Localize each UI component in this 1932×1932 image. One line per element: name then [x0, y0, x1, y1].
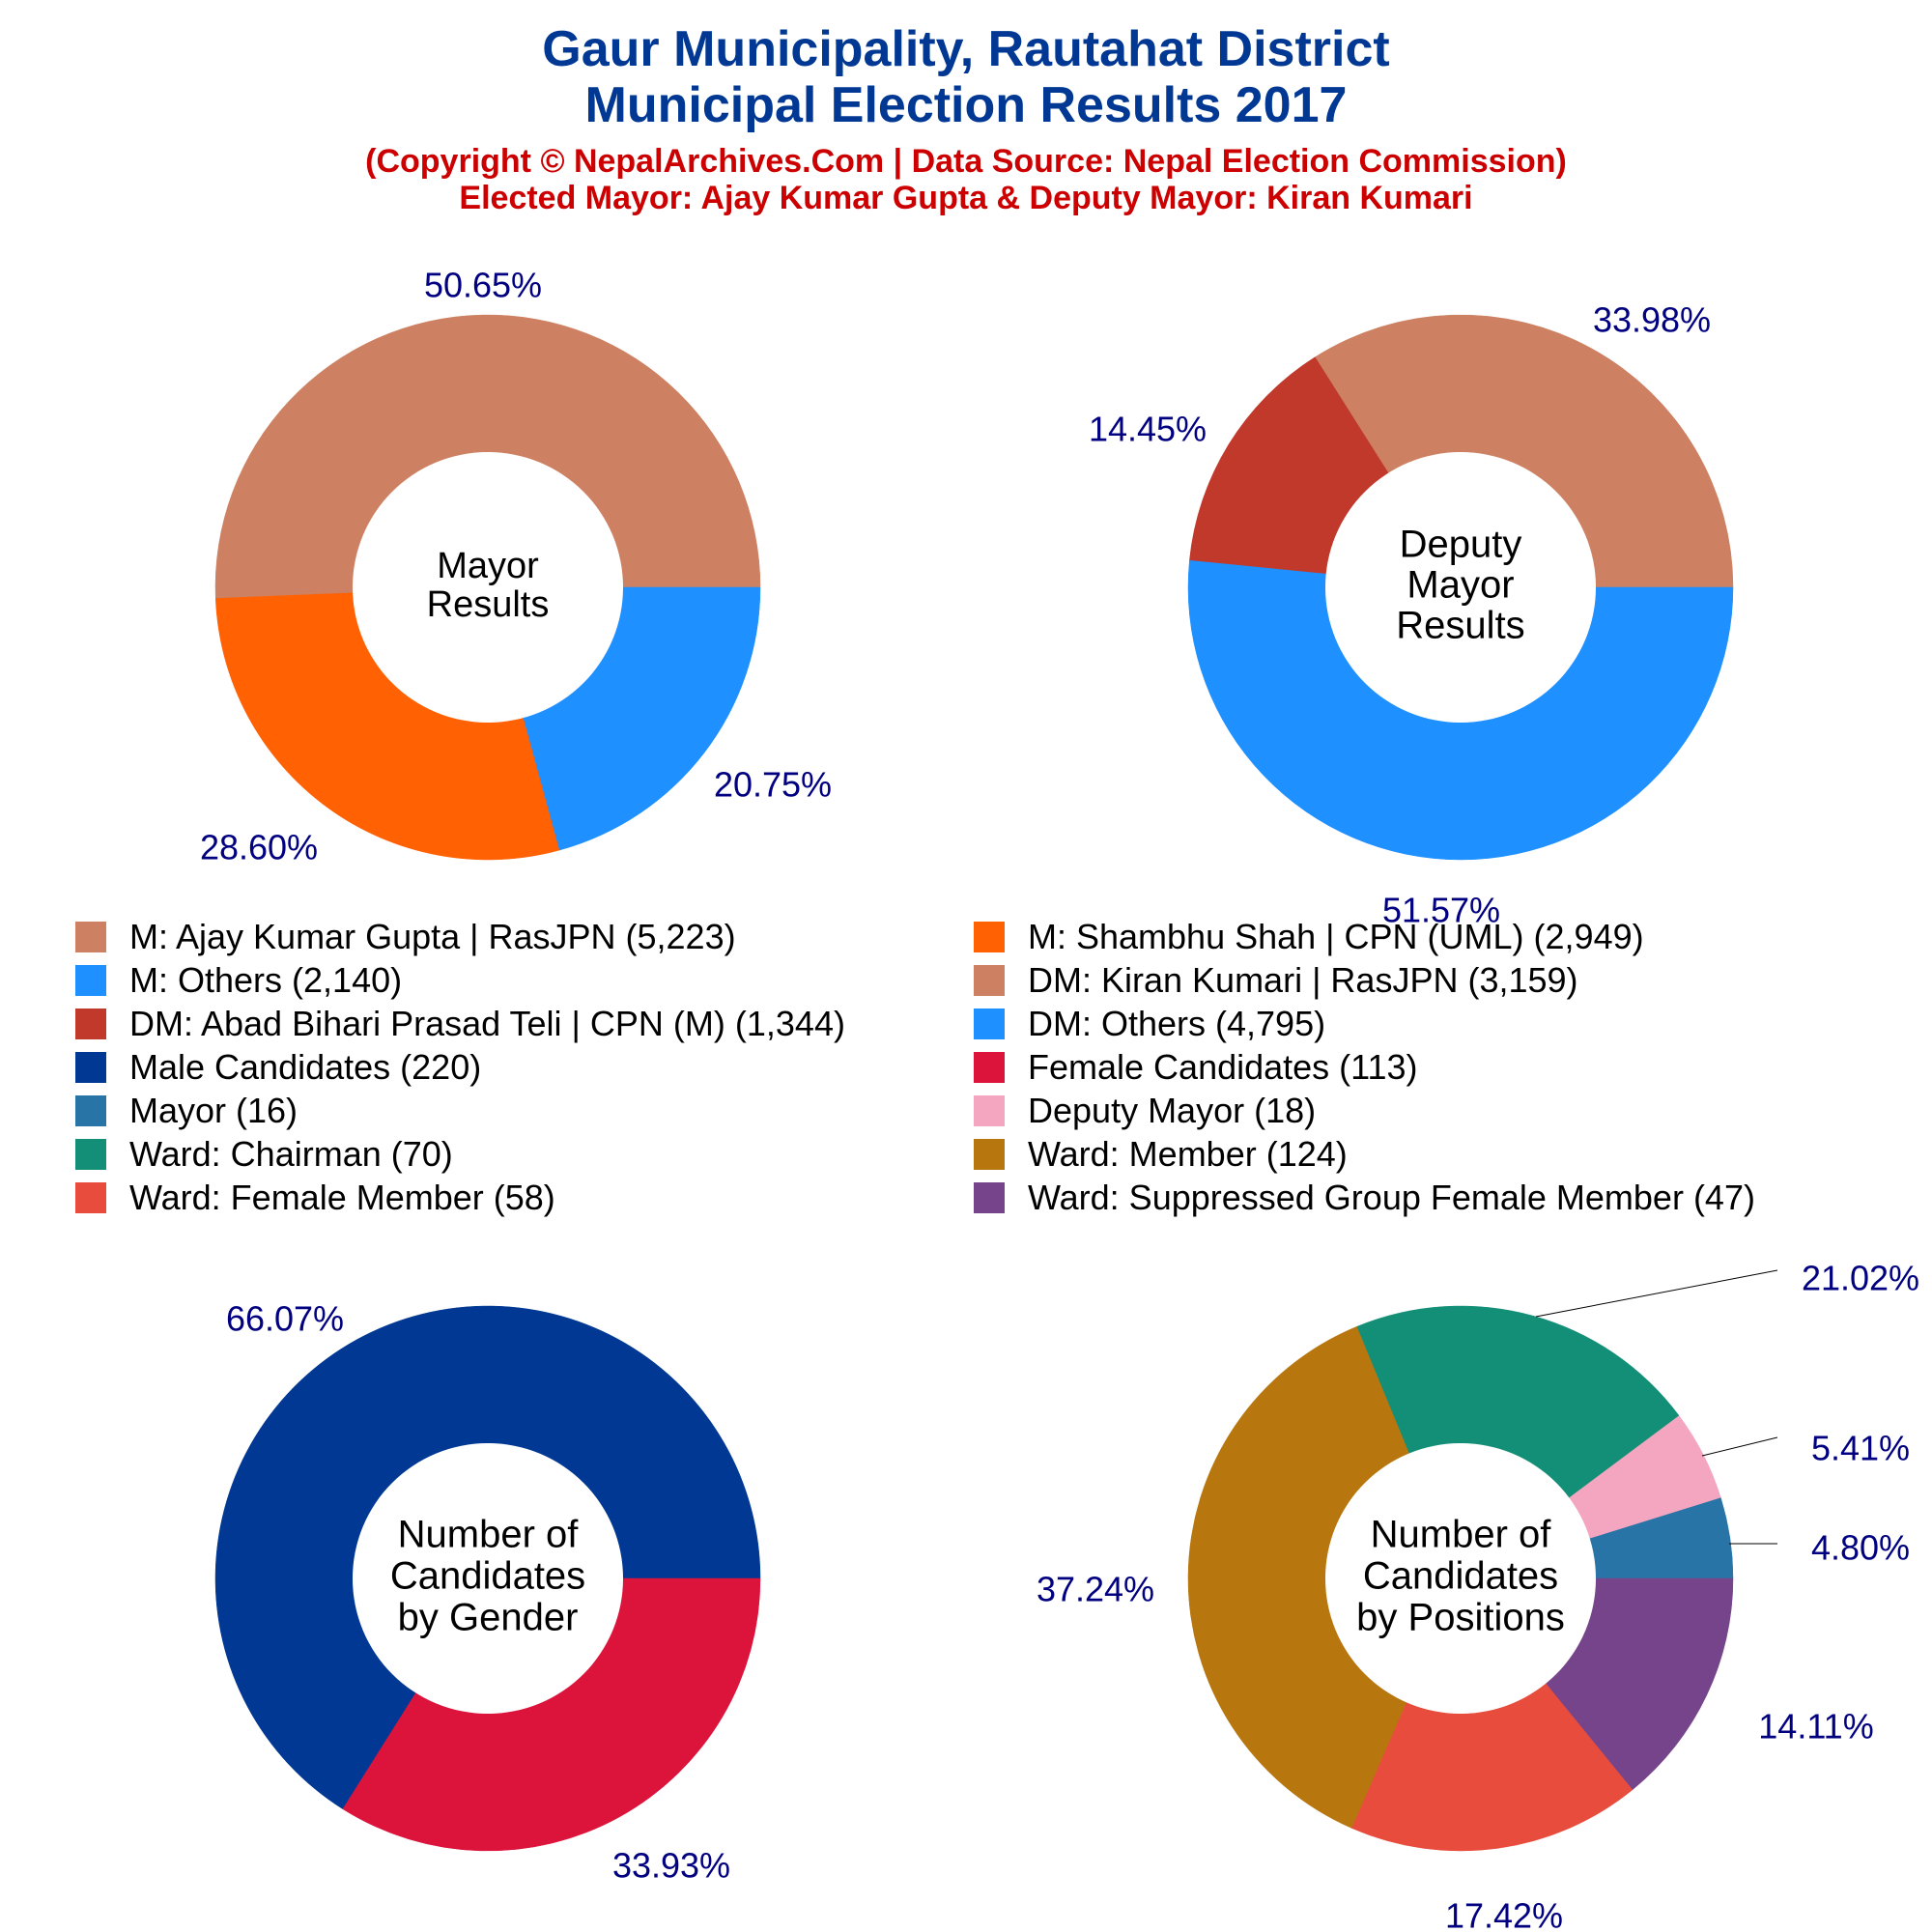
slice-pct-label: 5.41% [1811, 1429, 1910, 1468]
donut-hole [1325, 1443, 1596, 1714]
leader-line [1535, 1269, 1778, 1318]
legend-item: DM: Others (4,795) [974, 1003, 1325, 1045]
legend-item: M: Ajay Kumar Gupta | RasJPN (5,223) [75, 916, 736, 958]
legend-label: Mayor (16) [129, 1091, 298, 1130]
legend-label: DM: Others (4,795) [1028, 1004, 1326, 1043]
legend-item: Ward: Suppressed Group Female Member (47… [974, 1177, 1755, 1219]
donut-center-label: Number of [1371, 1514, 1552, 1556]
slice-pct-label: 14.45% [1089, 410, 1207, 449]
legend-label: Ward: Suppressed Group Female Member (47… [1028, 1178, 1755, 1217]
donut-hole [1325, 452, 1596, 723]
legend-item: M: Others (2,140) [75, 959, 402, 1002]
legend-label: Deputy Mayor (18) [1028, 1091, 1317, 1130]
leader-line [1701, 1436, 1778, 1457]
donut-center-label: Candidates [390, 1555, 585, 1598]
donut-chart: 4.80% 5.41% 21.02% 37.24% 17.42% 14.11% Number… [1037, 1259, 1919, 1932]
donut-center-label: by Positions [1356, 1597, 1565, 1639]
legend-item: Female Candidates (113) [974, 1046, 1418, 1089]
legend-swatch [974, 1009, 1005, 1039]
slice-pct-label: 28.60% [200, 828, 318, 867]
legend-item: Ward: Member (124) [974, 1133, 1348, 1176]
slice-pct-label: 14.11% [1758, 1707, 1873, 1747]
legend-item: DM: Kiran Kumari | RasJPN (3,159) [974, 959, 1578, 1002]
legend-swatch [75, 1052, 106, 1083]
legend-label: Female Candidates (113) [1028, 1047, 1418, 1087]
donut-center-label: Results [427, 584, 550, 625]
legend-swatch [75, 922, 106, 952]
donut-center-label: Candidates [1363, 1555, 1558, 1598]
slice-pct-label: 50.65% [424, 266, 542, 305]
legend-label: M: Ajay Kumar Gupta | RasJPN (5,223) [129, 917, 736, 956]
chart-header: Gaur Municipality, Rautahat District Mun… [0, 21, 1932, 216]
donut-center-label: Results [1396, 605, 1524, 647]
chart-title-line2: Municipal Election Results 2017 [584, 77, 1348, 133]
legend-label: M: Shambhu Shah | CPN (UML) (2,949) [1028, 917, 1644, 956]
legend-swatch [974, 965, 1005, 996]
legend-swatch [974, 922, 1005, 952]
slice-pct-label: 51.57% [1382, 891, 1500, 930]
donut-center-label: Deputy [1400, 524, 1522, 566]
slice-pct-label: 33.93% [612, 1846, 730, 1886]
legend-label: Male Candidates (220) [129, 1047, 482, 1087]
donut-center-label: Mayor [437, 546, 539, 586]
donut-hole [353, 1443, 623, 1714]
legend-item: DM: Abad Bihari Prasad Teli | CPN (M) (1… [75, 1003, 845, 1045]
slice-pct-label: 17.42% [1445, 1896, 1563, 1932]
slice-pct-label: 33.98% [1593, 300, 1711, 340]
legend-label: DM: Abad Bihari Prasad Teli | CPN (M) (1… [129, 1004, 845, 1043]
legend-label: DM: Kiran Kumari | RasJPN (3,159) [1028, 960, 1578, 1000]
legend-label: M: Others (2,140) [129, 960, 403, 1000]
legend-swatch [75, 1009, 106, 1039]
slice-pct-label: 37.24% [1037, 1570, 1154, 1609]
legend-swatch [75, 1095, 106, 1126]
donut-center-label: Mayor [1406, 564, 1514, 607]
slice-pct-label: 21.02% [1802, 1259, 1919, 1298]
legend-swatch [75, 1182, 106, 1213]
legend-item: Mayor (16) [75, 1090, 298, 1132]
chart-title-line1: Gaur Municipality, Rautahat District [542, 21, 1390, 77]
donut-center-label: by Gender [398, 1597, 579, 1639]
legend-label: Ward: Female Member (58) [129, 1178, 555, 1217]
legend-item: Ward: Female Member (58) [75, 1177, 555, 1219]
slice-pct-label: 20.75% [714, 765, 832, 805]
legend-label: Ward: Chairman (70) [129, 1134, 453, 1174]
legend-swatch [974, 1095, 1005, 1126]
legend-item: Ward: Chairman (70) [75, 1133, 453, 1176]
donut-center-label: Number of [398, 1514, 580, 1556]
legend-swatch [75, 965, 106, 996]
slice-pct-label: 66.07% [226, 1299, 344, 1339]
legend-swatch [974, 1182, 1005, 1213]
legend-item: M: Shambhu Shah | CPN (UML) (2,949) [974, 916, 1644, 958]
legend-swatch [75, 1139, 106, 1170]
legend-label: Ward: Member (124) [1028, 1134, 1348, 1174]
donut-hole [353, 452, 623, 723]
slice-pct-label: 4.80% [1811, 1528, 1910, 1568]
legend-item: Male Candidates (220) [75, 1046, 481, 1089]
legend-swatch [974, 1139, 1005, 1170]
legend-swatch [974, 1052, 1005, 1083]
chart-subtitle-line1: (Copyright © NepalArchives.Com | Data So… [365, 143, 1567, 180]
chart-subtitle-line2: Elected Mayor: Ajay Kumar Gupta & Deputy… [459, 180, 1473, 216]
legend-item: Deputy Mayor (18) [974, 1090, 1316, 1132]
